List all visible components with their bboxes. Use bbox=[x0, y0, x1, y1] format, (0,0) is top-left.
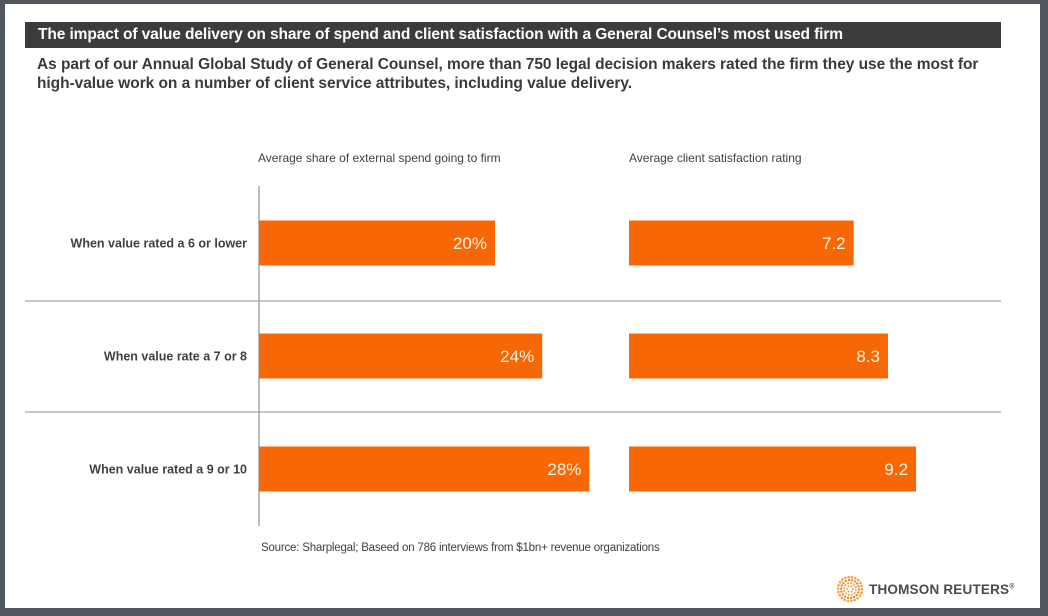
logo-dot bbox=[839, 587, 843, 590]
logo-dot bbox=[844, 583, 847, 587]
logo-dot bbox=[846, 596, 850, 599]
logo-dot bbox=[856, 578, 860, 582]
logo-dot bbox=[852, 595, 856, 599]
category-label: When value rated a 6 or lower bbox=[71, 237, 248, 251]
logo-dot bbox=[854, 589, 857, 592]
logo-dot bbox=[853, 580, 857, 583]
logo-dot bbox=[838, 593, 842, 597]
logo-dot bbox=[857, 585, 860, 588]
logo-dot bbox=[838, 580, 842, 584]
logo-dot bbox=[847, 576, 850, 579]
logo-dot bbox=[856, 596, 859, 600]
logo-dot bbox=[854, 586, 857, 589]
logo-dot bbox=[860, 587, 863, 591]
logo-dot bbox=[857, 588, 861, 591]
page-title: The impact of value delivery on share of… bbox=[38, 26, 843, 43]
logo-dot bbox=[850, 599, 853, 602]
logo-dot bbox=[853, 591, 856, 595]
spend-value-label: 28% bbox=[547, 460, 581, 479]
logo-dot bbox=[843, 586, 846, 589]
logo-dot bbox=[855, 593, 858, 597]
logo-dot bbox=[847, 590, 850, 593]
logo-dot bbox=[850, 576, 854, 579]
logo-dot bbox=[858, 581, 862, 585]
logo-dot bbox=[858, 594, 862, 598]
satisfaction-bar bbox=[629, 333, 888, 379]
satisfaction-chart-title: Average client satisfaction rating bbox=[629, 151, 802, 165]
slide: The impact of value delivery on share of… bbox=[5, 4, 1040, 608]
logo-dot bbox=[857, 591, 860, 594]
logo-dot bbox=[850, 593, 853, 596]
logo-dot bbox=[847, 578, 851, 582]
satisfaction-value-label: 9.2 bbox=[884, 460, 908, 479]
logo-dot bbox=[841, 593, 845, 596]
logo-dot bbox=[844, 579, 848, 583]
logo-dot bbox=[847, 593, 850, 596]
logo-dot bbox=[855, 582, 859, 585]
logo-dot bbox=[841, 578, 844, 582]
spend-bar bbox=[259, 446, 590, 492]
logo-dot bbox=[846, 599, 850, 602]
chart-area: When value rated a 6 or lower When value … bbox=[25, 186, 1001, 526]
logo-dot bbox=[860, 591, 863, 595]
satisfaction-value-label: 7.2 bbox=[822, 234, 846, 253]
logo-dot bbox=[849, 596, 853, 600]
logo-dot bbox=[840, 590, 843, 593]
title-bar: The impact of value delivery on share of… bbox=[25, 22, 1001, 48]
logo-dot bbox=[852, 583, 856, 586]
logo-dot bbox=[850, 582, 853, 585]
logo-dot bbox=[843, 576, 847, 580]
logo-dot bbox=[853, 576, 857, 580]
logo-dot bbox=[850, 579, 854, 582]
logo-dot bbox=[844, 592, 848, 595]
logo-text: THOMSON REUTERS bbox=[869, 581, 1010, 597]
satisfaction-bar bbox=[629, 220, 854, 266]
satisfaction-bar bbox=[629, 446, 917, 492]
logo-dot bbox=[837, 583, 840, 587]
spend-value-label: 24% bbox=[500, 347, 534, 366]
logo-dot bbox=[850, 585, 853, 588]
logo-dot bbox=[852, 588, 854, 590]
logo-dot bbox=[860, 584, 863, 588]
spend-bar bbox=[259, 333, 543, 379]
logo-dot bbox=[847, 585, 850, 588]
thomson-reuters-logo: THOMSON REUTERS® bbox=[837, 576, 1015, 602]
thomson-reuters-logo-icon bbox=[837, 576, 863, 602]
spend-value-label: 20% bbox=[453, 234, 487, 253]
logo-dot bbox=[837, 590, 840, 594]
logo-dot bbox=[850, 590, 853, 593]
logo-dot bbox=[843, 598, 847, 602]
category-label: When value rate a 7 or 8 bbox=[104, 350, 247, 364]
spend-chart-title: Average share of external spend going to… bbox=[258, 151, 501, 165]
satisfaction-value-label: 8.3 bbox=[856, 347, 880, 366]
logo-dot bbox=[847, 582, 850, 585]
logo-dot bbox=[842, 581, 845, 585]
logo-dot bbox=[846, 588, 848, 590]
logo-dot bbox=[843, 589, 846, 592]
category-label: When value rated a 9 or 10 bbox=[89, 463, 247, 477]
spend-bar bbox=[259, 220, 495, 266]
logo-dot bbox=[840, 596, 844, 600]
logo-dot bbox=[840, 584, 843, 587]
logo-dot bbox=[837, 587, 840, 591]
source-note: Source: Sharplegal; Baseed on 786 interv… bbox=[261, 542, 660, 554]
logo-dot bbox=[853, 598, 857, 602]
subtitle: As part of our Annual Global Study of Ge… bbox=[37, 56, 979, 92]
registered-mark: ® bbox=[1009, 583, 1015, 590]
logo-dot bbox=[843, 595, 847, 598]
